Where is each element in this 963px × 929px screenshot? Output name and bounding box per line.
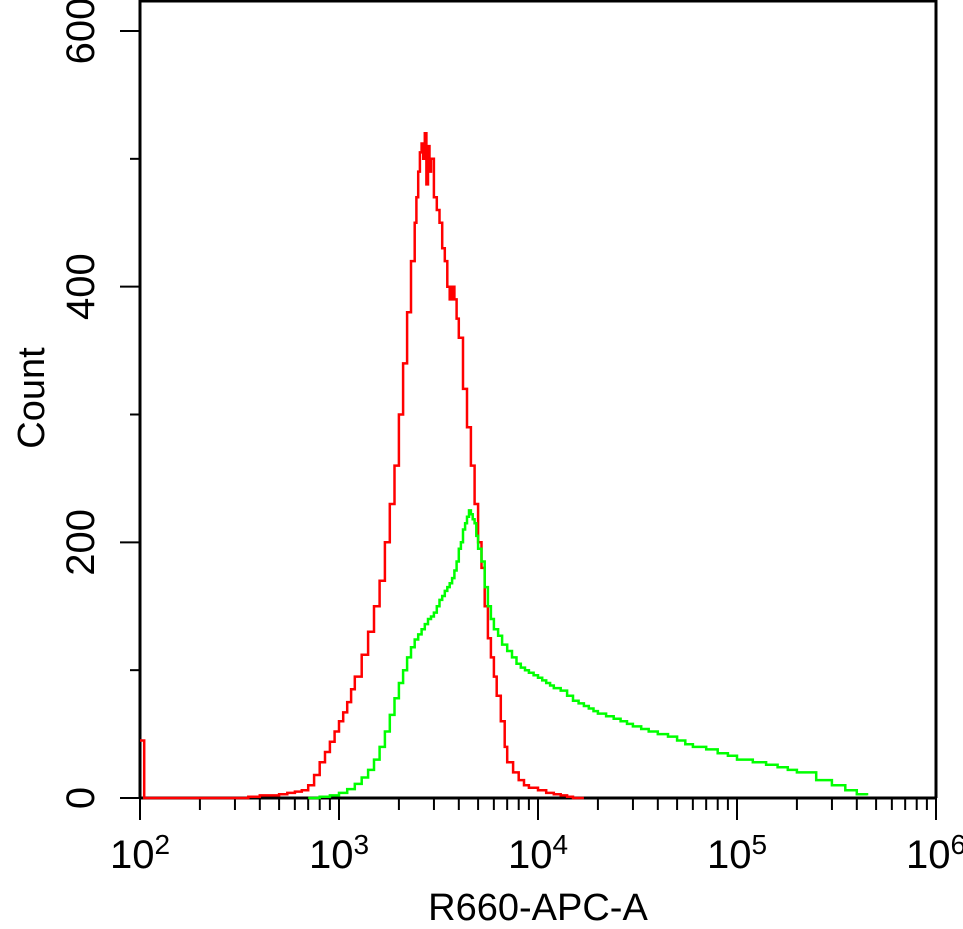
- series-layer: [140, 132, 869, 800]
- series-2-line: [308, 509, 869, 800]
- x-tick-label: 106: [906, 829, 963, 877]
- y-axis-title: Count: [11, 347, 53, 449]
- y-tick-label: 600: [59, 0, 103, 64]
- y-tick-label: 200: [59, 509, 103, 576]
- x-tick-label: 102: [110, 829, 170, 877]
- x-axis-ticks: 102 103 104 105 106: [110, 798, 963, 877]
- x-tick-label: 105: [707, 829, 767, 877]
- y-tick-label: 400: [59, 253, 103, 320]
- x-axis-title: R660-APC-A: [428, 887, 648, 929]
- series-1-line: [140, 132, 584, 800]
- x-tick-label: 103: [309, 829, 369, 877]
- y-axis-ticks: 0 200 400 600: [59, 0, 140, 809]
- x-tick-label: 104: [508, 829, 568, 877]
- y-tick-label: 0: [59, 787, 103, 809]
